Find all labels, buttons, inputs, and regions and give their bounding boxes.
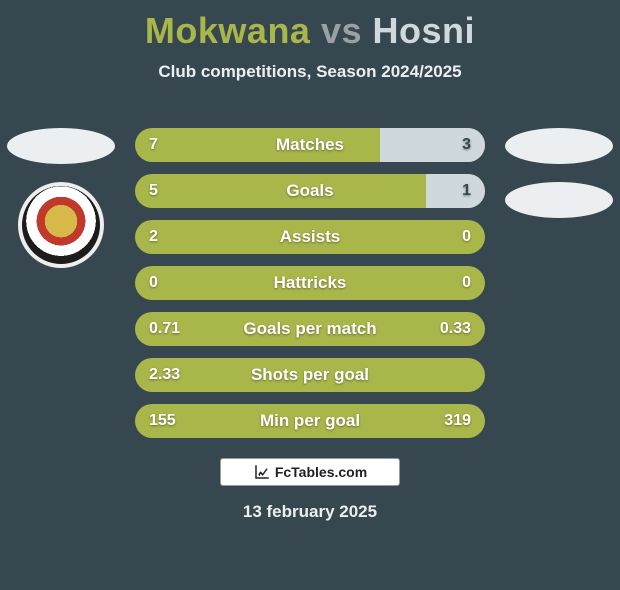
stat-row: Min per goal155319 <box>135 404 485 438</box>
right-player-column <box>504 128 614 218</box>
stat-label: Hattricks <box>135 266 485 300</box>
stat-left-value: 5 <box>135 174 172 208</box>
subtitle: Club competitions, Season 2024/2025 <box>0 62 620 82</box>
stat-row: Goals5 1 <box>135 174 485 208</box>
stat-right-value: 3 <box>448 128 485 162</box>
player1-name: Mokwana <box>145 10 311 51</box>
player2-avatar-placeholder <box>505 128 613 164</box>
stat-bars: Matches73Goals51Assists20Hattricks00Goal… <box>135 128 485 438</box>
stat-left-value: 2 <box>135 220 172 254</box>
stat-row: Shots per goal2.33 <box>135 358 485 392</box>
player2-name: Hosni <box>373 10 476 51</box>
stat-left-value: 0 <box>135 266 172 300</box>
stat-left-value: 155 <box>135 404 190 438</box>
player2-club-badge <box>505 182 613 218</box>
stat-row: Matches7 3 <box>135 128 485 162</box>
stat-right-value: 0 <box>448 220 485 254</box>
vs-label: vs <box>321 10 362 51</box>
stat-label: Goals <box>135 174 485 208</box>
stat-label: Assists <box>135 220 485 254</box>
page-title: Mokwana vs Hosni <box>0 10 620 52</box>
player1-avatar-placeholder <box>7 128 115 164</box>
brand-text: FcTables.com <box>275 464 367 480</box>
stat-left-value: 7 <box>135 128 172 162</box>
player1-club-badge <box>18 182 104 268</box>
date-label: 13 february 2025 <box>0 502 620 522</box>
stat-right-value: 0.33 <box>426 312 485 346</box>
stat-left-value: 0.71 <box>135 312 194 346</box>
stat-right-value: 319 <box>430 404 485 438</box>
left-player-column <box>6 128 116 268</box>
fctables-logo[interactable]: FcTables.com <box>220 458 400 486</box>
stat-row: Goals per match0.710.33 <box>135 312 485 346</box>
stat-right-value: 1 <box>448 174 485 208</box>
stat-row: Hattricks0 0 <box>135 266 485 300</box>
stat-row: Assists2 0 <box>135 220 485 254</box>
stat-right-value: 0 <box>448 266 485 300</box>
chart-icon <box>253 463 271 481</box>
stat-label: Matches <box>135 128 485 162</box>
stat-left-value: 2.33 <box>135 358 194 392</box>
